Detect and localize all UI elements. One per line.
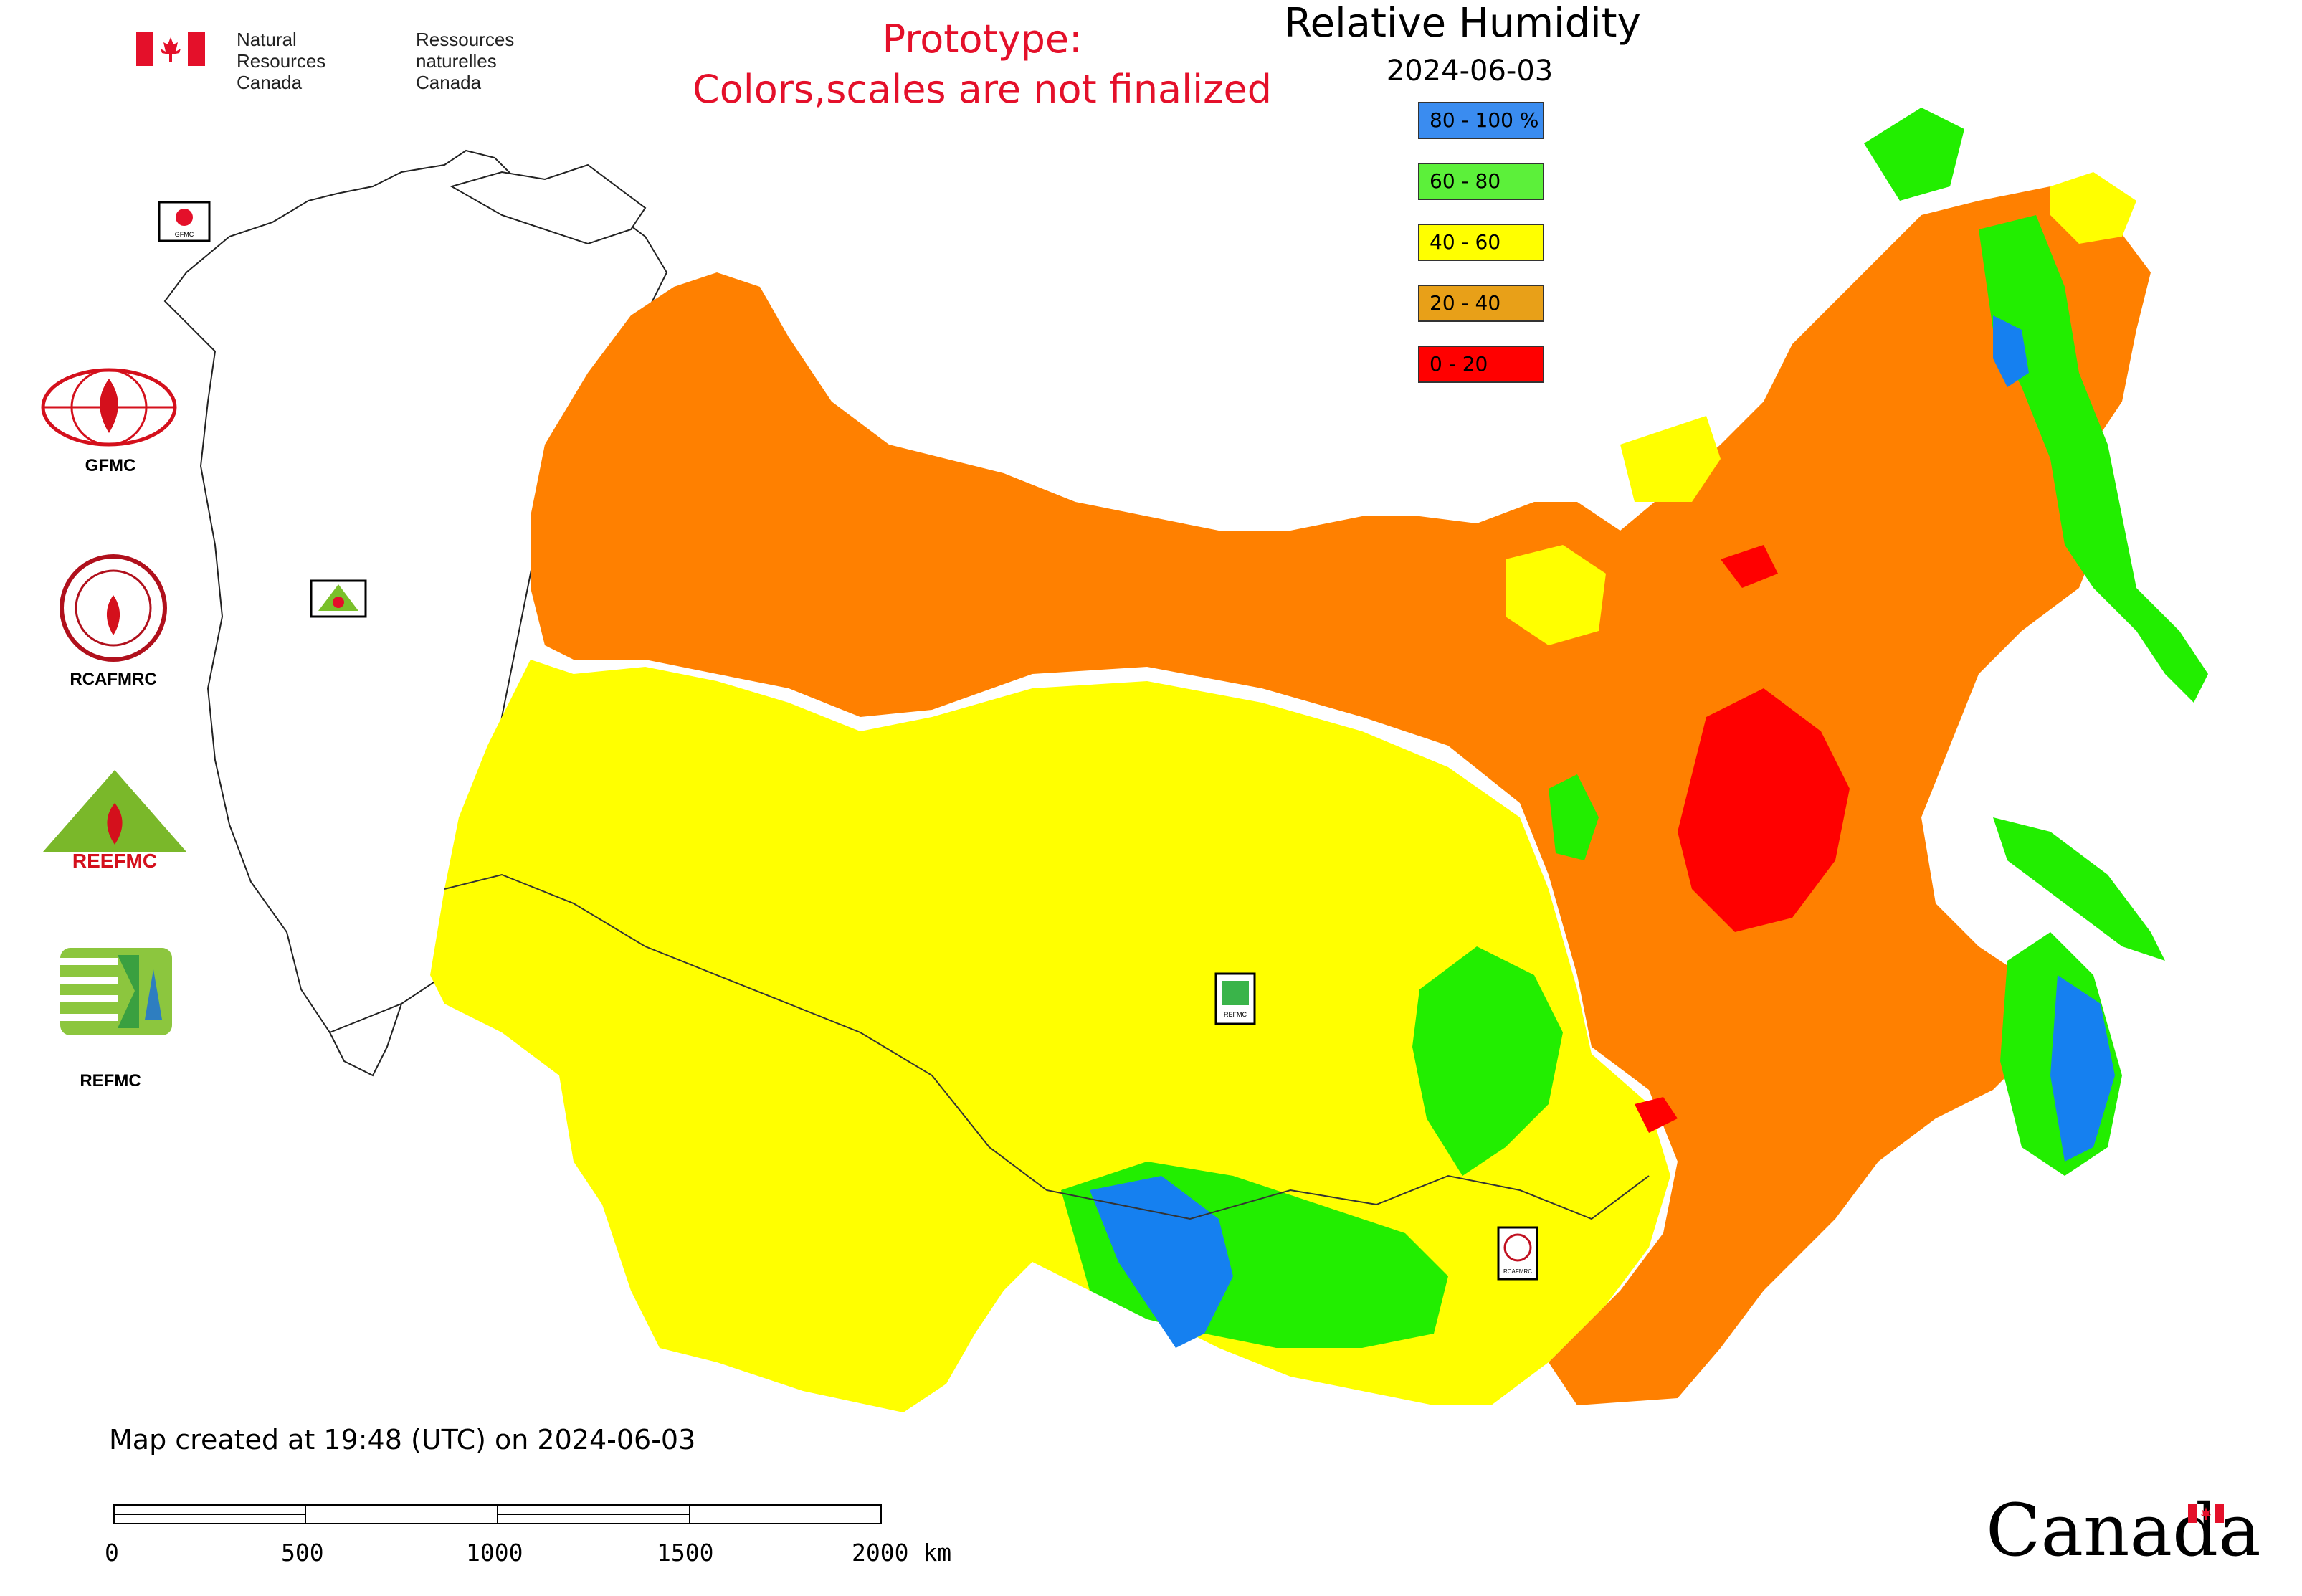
reefmc-marker-icon xyxy=(310,579,367,618)
region-green-magadan xyxy=(1864,108,1964,201)
scale-label-500: 500 xyxy=(281,1539,324,1567)
region-blue-altai xyxy=(1090,1176,1233,1348)
region-red-small-2 xyxy=(1635,1097,1678,1133)
agency-name-en: Natural Resources Canada xyxy=(237,29,326,93)
refmc-marker-icon: REFMC xyxy=(1214,972,1256,1025)
refmc-logo xyxy=(60,948,172,1035)
rcafmrc-logo xyxy=(60,554,167,662)
legend-item-60-80: 60 - 80 xyxy=(1418,163,1544,200)
legend-item-20-40: 20 - 40 xyxy=(1418,285,1544,322)
region-blue-kamchatka xyxy=(1993,315,2029,387)
scale-label-1000: 1000 xyxy=(466,1539,523,1567)
wordmark-flag-icon xyxy=(2188,1504,2224,1523)
canada-wordmark: Canada xyxy=(1986,1488,2261,1572)
rcafmrc-marker-label: RCAFMRC xyxy=(1503,1268,1532,1275)
legend-item-0-20: 0 - 20 xyxy=(1418,346,1544,383)
rcafmrc-marker-icon: RCAFMRC xyxy=(1497,1226,1538,1281)
region-yellow-west-coast xyxy=(2050,172,2136,244)
canada-flag-icon xyxy=(136,32,205,66)
gfmc-label: GFMC xyxy=(85,456,136,475)
scale-label-1500: 1500 xyxy=(657,1539,714,1567)
refmc-label: REFMC xyxy=(80,1071,141,1091)
region-green-kuril xyxy=(1993,817,2165,961)
region-red-small-1 xyxy=(1721,545,1778,588)
national-border xyxy=(444,873,1650,1220)
region-orange-north xyxy=(531,186,2151,1405)
rcafmrc-label: RCAFMRC xyxy=(70,670,157,689)
region-yellow-east xyxy=(1506,545,1606,645)
reefmc-logo: REEFMC xyxy=(42,770,188,872)
prototype-line-1: Prototype: xyxy=(882,16,1083,62)
region-green-yakutia xyxy=(1549,774,1599,860)
region-green-kamchatka xyxy=(1979,215,2208,703)
region-red-yakutia xyxy=(1678,688,1850,932)
gfmc-logo xyxy=(41,368,177,447)
map-date: 2024-06-03 xyxy=(1386,54,1554,87)
svg-text:REEFMC: REEFMC xyxy=(72,850,157,872)
legend-item-80-100: 80 - 100 % xyxy=(1418,102,1544,139)
region-green-baikal xyxy=(1412,946,1563,1176)
prototype-line-2: Colors,scales are not finalized xyxy=(693,67,1272,112)
gfmc-marker-icon: GFMC xyxy=(158,201,211,242)
gfmc-marker-label: GFMC xyxy=(175,231,194,238)
region-yellow-chukotka xyxy=(1620,416,1721,502)
scale-label-0: 0 xyxy=(105,1539,119,1567)
humidity-regions xyxy=(430,108,2208,1412)
agency-name-fr: Ressources naturelles Canada xyxy=(416,29,515,93)
legend-item-40-60: 40 - 60 xyxy=(1418,224,1544,261)
region-blue-sakhalin xyxy=(2050,975,2115,1162)
prototype-notice: Prototype: Colors,scales are not finaliz… xyxy=(645,14,1319,115)
map-title: Relative Humidity xyxy=(1284,0,1641,47)
map-created-note: Map created at 19:48 (UTC) on 2024-06-03 xyxy=(109,1424,696,1455)
scale-bar xyxy=(113,1504,882,1524)
scale-label-2000: 2000 km xyxy=(852,1539,952,1567)
refmc-marker-label: REFMC xyxy=(1224,1011,1247,1018)
europe-outline xyxy=(163,149,668,1077)
